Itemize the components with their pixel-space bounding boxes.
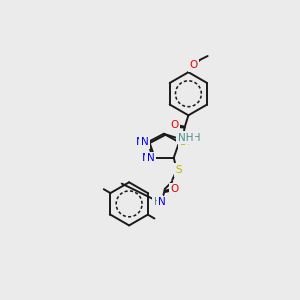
Text: NH: NH [178,133,193,142]
Text: O: O [170,184,179,194]
Text: S: S [182,137,189,147]
Text: N: N [142,153,151,164]
Text: S: S [175,165,182,175]
Text: O: O [170,184,179,194]
Text: H: H [154,196,161,206]
Text: S: S [180,137,186,147]
Text: N: N [136,137,145,147]
Text: NH: NH [185,133,201,142]
Text: O: O [170,120,179,130]
Text: O: O [190,60,198,70]
Text: H: H [154,196,161,206]
Text: N: N [141,137,148,147]
Text: O: O [189,60,198,70]
Text: S: S [175,165,182,175]
Text: N: N [147,153,154,164]
Text: N: N [158,197,166,207]
Text: O: O [170,120,179,130]
Text: N: N [158,197,166,207]
